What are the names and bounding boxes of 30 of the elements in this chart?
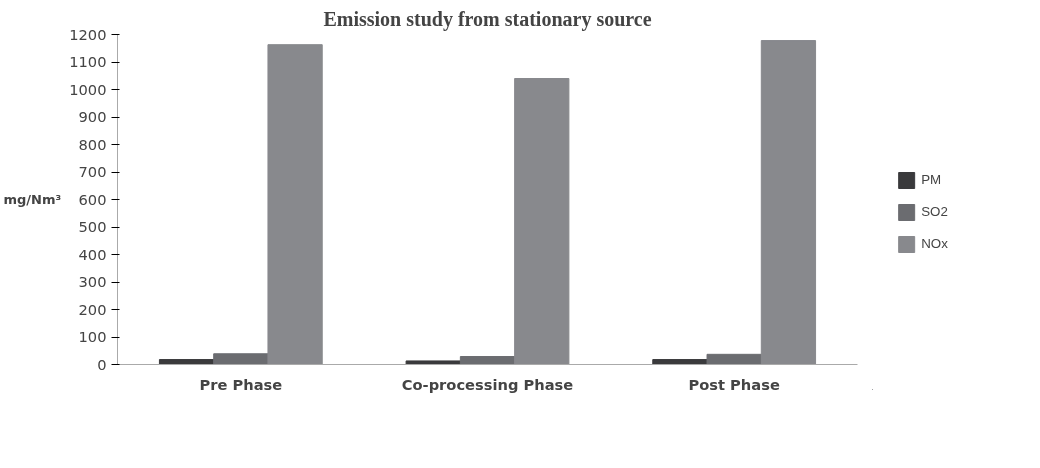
x-tick-label: Post Phase <box>688 375 780 393</box>
y-tick-label: 1100 <box>69 53 107 70</box>
legend-label: PM <box>921 172 942 187</box>
y-tick-label: 800 <box>78 135 107 153</box>
y-tick-label: 1200 <box>69 25 107 43</box>
y-tick-label: 300 <box>78 273 107 290</box>
y-tick-label: 400 <box>78 245 107 263</box>
y-tick-label: 600 <box>78 190 107 208</box>
x-tick-label: Pre Phase <box>199 375 283 393</box>
y-tick-label: 500 <box>78 218 107 235</box>
y-tick-label: 100 <box>78 328 107 345</box>
bar <box>514 78 570 365</box>
bar <box>405 360 461 365</box>
y-tick-label: 0 <box>97 355 107 373</box>
bar <box>267 44 323 365</box>
y-tick-label: 700 <box>78 163 107 180</box>
chart-title: Emission study from stationary source <box>323 7 652 31</box>
bar <box>213 353 269 365</box>
y-tick-label: 900 <box>78 108 107 125</box>
legend-label: NOx <box>921 236 948 251</box>
bar <box>652 359 708 365</box>
y-axis-title: mg/Nm³ <box>3 192 62 207</box>
legend-label: SO2 <box>921 204 948 219</box>
bar <box>158 359 215 365</box>
bar <box>706 353 762 365</box>
x-tick-label: Co-processing Phase <box>401 375 574 393</box>
bar <box>459 356 516 365</box>
bar <box>760 40 817 365</box>
y-tick-label: 1000 <box>69 80 107 98</box>
y-tick-label: 200 <box>78 300 107 318</box>
